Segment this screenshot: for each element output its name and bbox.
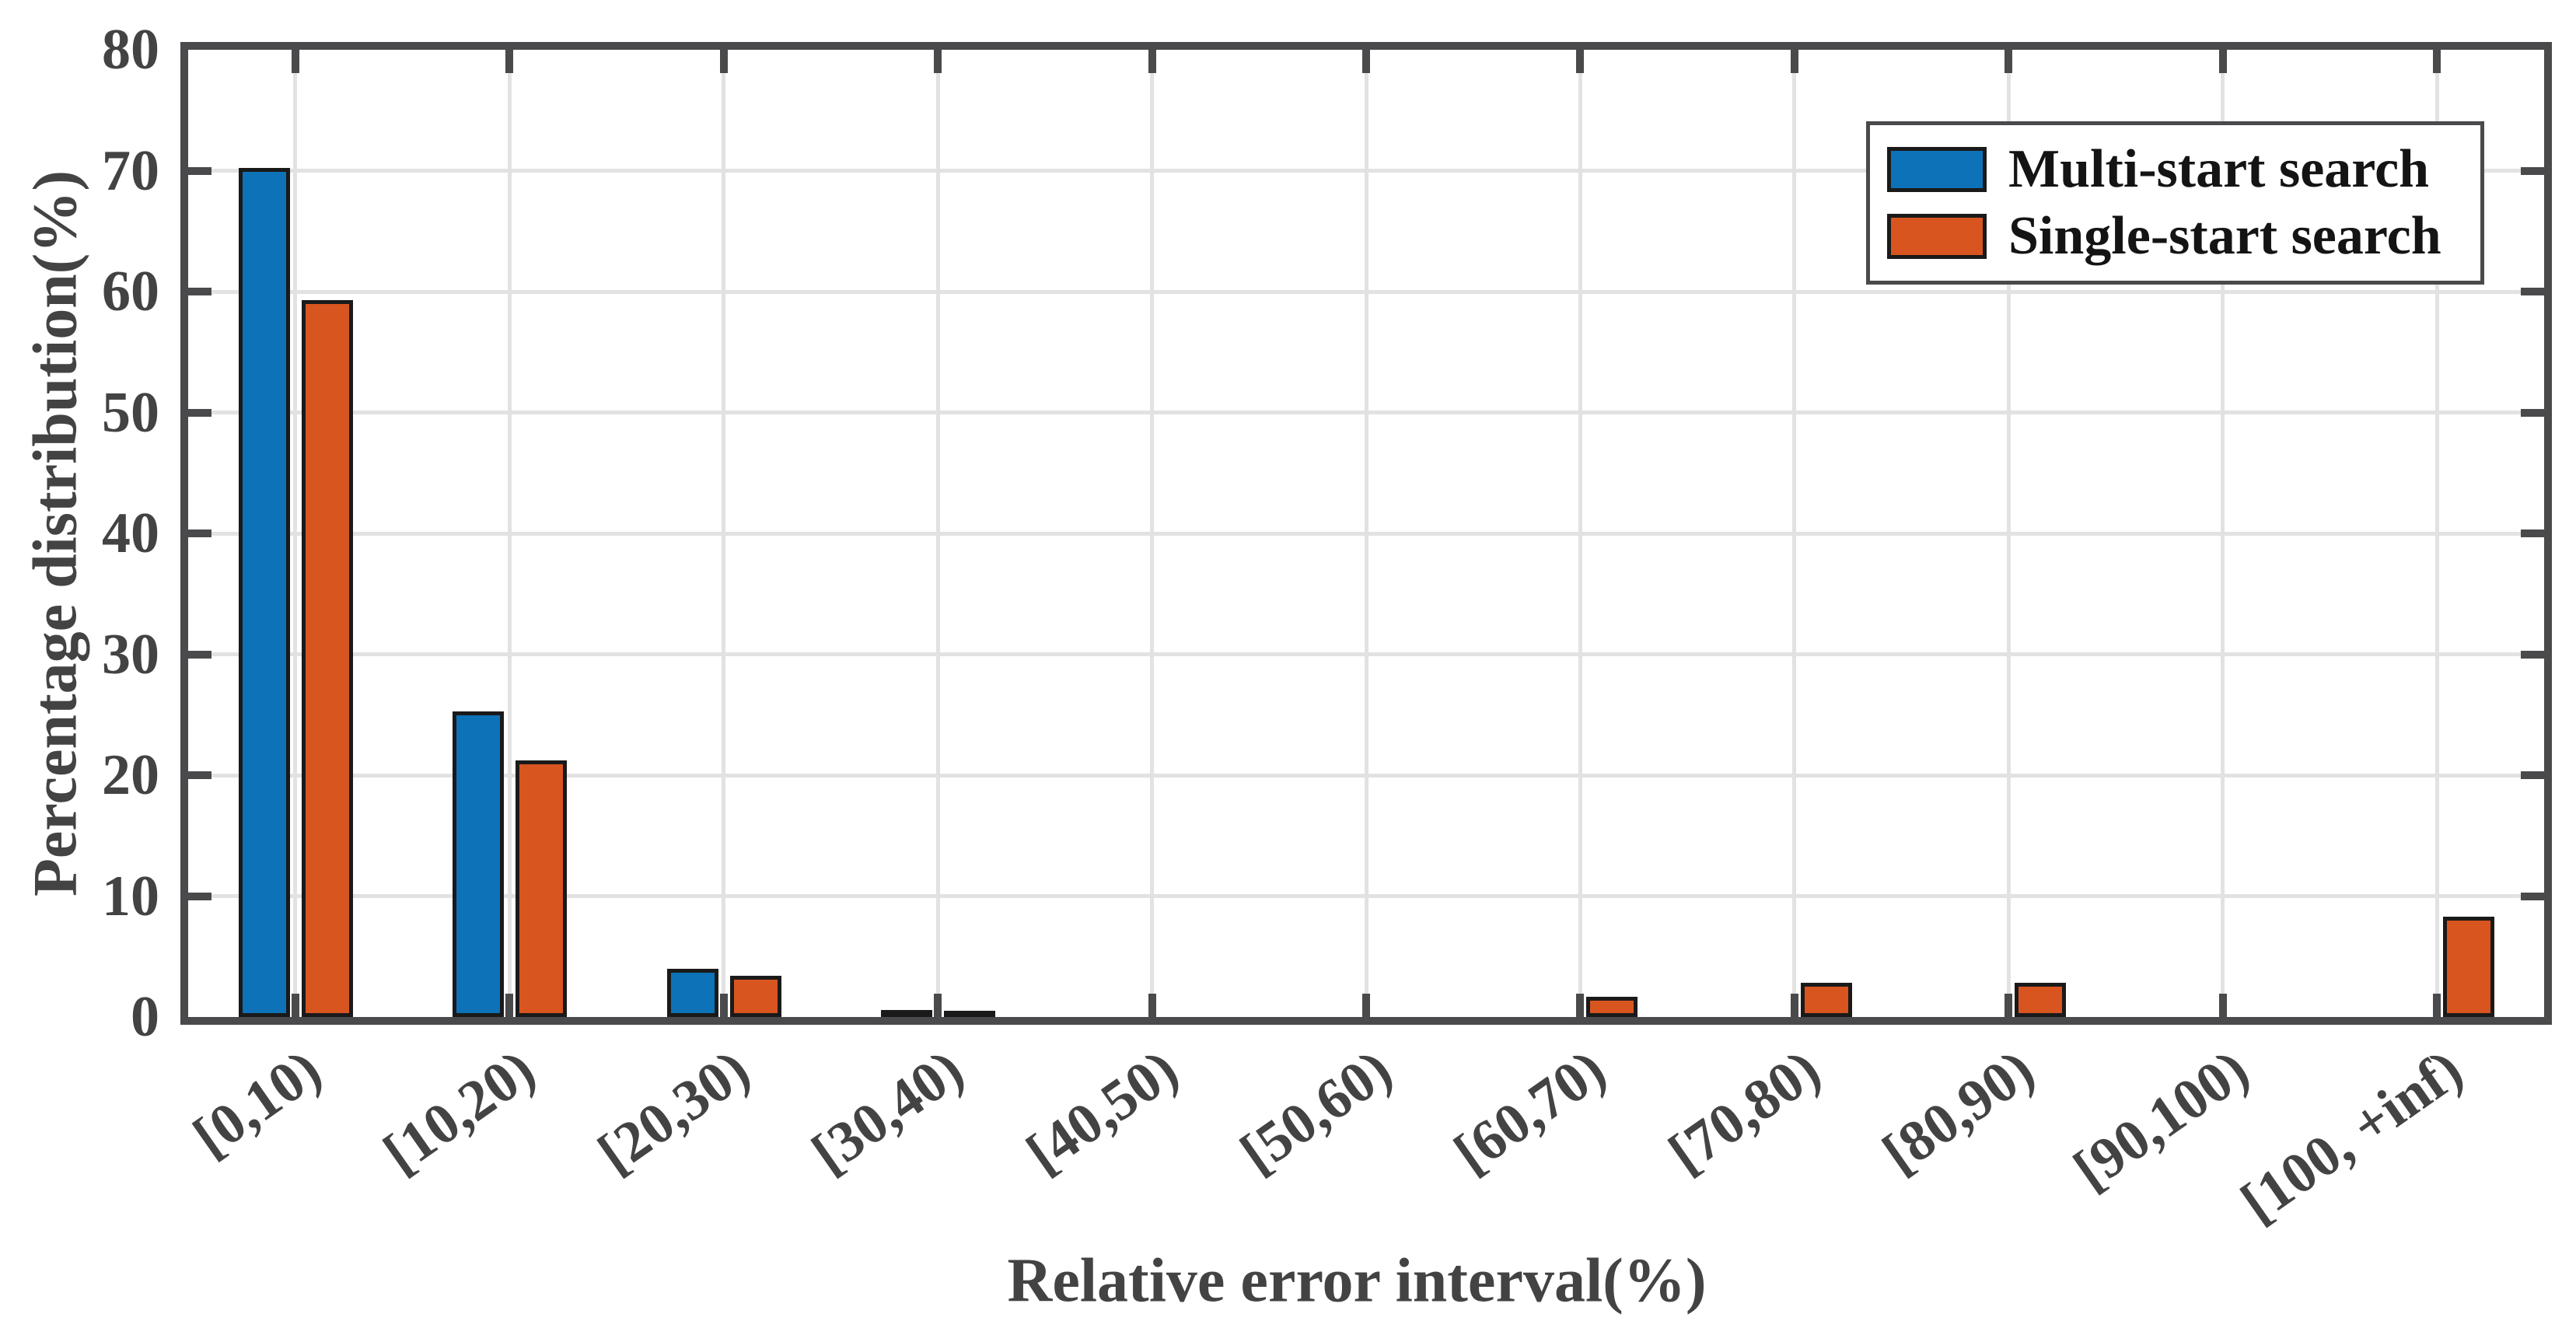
x-tick-bottom-8 (2005, 994, 2012, 1017)
x-tick-top-3 (934, 50, 942, 73)
x-tick-label-7: [70,80) (1658, 1037, 1832, 1186)
x-tick-bottom-5 (1362, 994, 1370, 1017)
x-tick-label-2: [20,30) (587, 1037, 761, 1186)
x-tick-bottom-9 (2219, 994, 2227, 1017)
bar-single-start-search-6 (1586, 997, 1638, 1017)
y-tick-label-80: 80 (102, 18, 159, 82)
bar-single-start-search-1 (516, 760, 567, 1017)
bar-single-start-search-3 (944, 1011, 995, 1017)
bar-single-start-search-7 (1801, 983, 1852, 1017)
y-tick-right-60 (2521, 288, 2544, 295)
y-tick-left-20 (188, 771, 211, 779)
h-gridline-60 (188, 290, 2544, 294)
x-tick-bottom-3 (934, 994, 942, 1017)
bar-multi-start-search-2 (667, 969, 718, 1017)
x-tick-top-4 (1148, 50, 1156, 73)
x-tick-bottom-7 (1791, 994, 1798, 1017)
legend-item-single-start: Single-start search (1887, 203, 2465, 270)
y-tick-label-10: 10 (102, 865, 159, 928)
y-tick-label-20: 20 (102, 743, 159, 807)
x-tick-top-8 (2005, 50, 2012, 73)
y-tick-right-40 (2521, 529, 2544, 537)
y-tick-left-10 (188, 893, 211, 900)
bar-single-start-search-2 (730, 976, 781, 1017)
h-gridline-70 (188, 169, 2544, 173)
x-tick-top-9 (2219, 50, 2227, 73)
legend-label-multi-start: Multi-start search (2008, 139, 2430, 199)
y-tick-label-40: 40 (102, 501, 159, 565)
bar-multi-start-search-0 (239, 168, 290, 1017)
y-tick-right-70 (2521, 167, 2544, 175)
legend-swatch-single-start (1887, 214, 1987, 259)
legend: Multi-start search Single-start search (1866, 121, 2484, 285)
x-tick-label-6: [60,70) (1443, 1037, 1617, 1186)
legend-label-single-start: Single-start search (2008, 206, 2441, 266)
y-tick-left-40 (188, 529, 211, 537)
bar-single-start-search-10 (2443, 917, 2494, 1017)
y-tick-label-0: 0 (131, 985, 159, 1049)
x-tick-label-1: [10,20) (372, 1037, 547, 1186)
x-tick-label-10: [100, +inf) (2229, 1037, 2474, 1235)
y-tick-label-30: 30 (102, 623, 159, 687)
h-gridline-30 (188, 652, 2544, 656)
y-tick-right-20 (2521, 771, 2544, 779)
x-tick-top-5 (1362, 50, 1370, 73)
x-tick-top-6 (1576, 50, 1584, 73)
x-tick-label-8: [80,90) (1872, 1037, 2046, 1186)
x-tick-label-4: [40,50) (1015, 1037, 1190, 1186)
y-tick-label-60: 60 (102, 260, 159, 323)
y-tick-right-50 (2521, 409, 2544, 417)
y-tick-right-30 (2521, 651, 2544, 659)
x-tick-bottom-0 (292, 994, 299, 1017)
x-tick-bottom-4 (1148, 994, 1156, 1017)
bar-multi-start-search-1 (453, 711, 504, 1017)
x-tick-bottom-1 (505, 994, 513, 1017)
h-gridline-50 (188, 411, 2544, 414)
x-axis-title: Relative error interval(%) (1007, 1246, 1707, 1316)
x-tick-top-7 (1791, 50, 1798, 73)
legend-swatch-multi-start (1887, 147, 1987, 192)
y-tick-label-50: 50 (102, 381, 159, 445)
x-tick-bottom-10 (2433, 994, 2441, 1017)
x-tick-label-5: [50,60) (1229, 1037, 1403, 1186)
x-tick-top-0 (292, 50, 299, 73)
y-tick-left-50 (188, 409, 211, 417)
bar-single-start-search-8 (2015, 983, 2066, 1017)
y-tick-left-30 (188, 651, 211, 659)
x-tick-label-9: [90,100) (2062, 1037, 2260, 1203)
x-tick-top-10 (2433, 50, 2441, 73)
y-tick-left-70 (188, 167, 211, 175)
legend-item-multi-start: Multi-start search (1887, 136, 2465, 203)
x-tick-top-2 (720, 50, 728, 73)
x-tick-top-1 (505, 50, 513, 73)
x-tick-label-3: [30,40) (801, 1037, 975, 1186)
y-tick-left-60 (188, 288, 211, 295)
x-tick-bottom-2 (720, 994, 728, 1017)
bar-single-start-search-0 (302, 300, 353, 1017)
x-tick-bottom-6 (1576, 994, 1584, 1017)
bar-multi-start-search-3 (881, 1010, 932, 1017)
y-tick-right-10 (2521, 893, 2544, 900)
x-tick-label-0: [0,10) (182, 1037, 333, 1170)
h-gridline-20 (188, 774, 2544, 778)
h-gridline-10 (188, 894, 2544, 898)
h-gridline-40 (188, 532, 2544, 536)
y-tick-label-70: 70 (102, 139, 159, 203)
